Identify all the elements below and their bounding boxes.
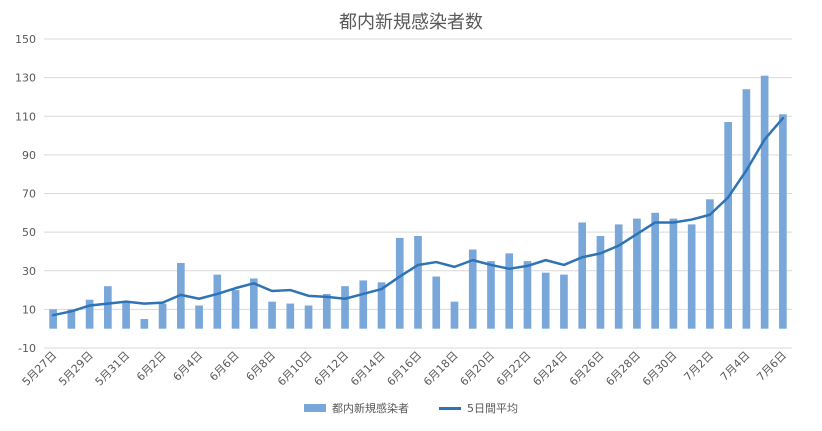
chart-title: 都内新規感染者数 <box>339 12 483 33</box>
y-tick-label: 70 <box>22 188 36 201</box>
x-tick-label: 6月2日 <box>134 349 169 384</box>
bar <box>742 89 751 329</box>
bar <box>195 305 203 329</box>
bar <box>541 272 550 329</box>
bar <box>122 301 130 329</box>
bar <box>505 253 514 329</box>
average-line <box>51 116 785 317</box>
x-tick-label: 7月6日 <box>754 349 789 384</box>
bar <box>341 286 349 329</box>
bar <box>651 212 660 329</box>
x-tick-label: 6月18日 <box>421 349 461 389</box>
bar <box>450 301 459 329</box>
bar <box>614 224 623 329</box>
bar <box>432 276 441 329</box>
legend-bar-swatch <box>304 404 326 412</box>
bar <box>85 299 94 329</box>
bar <box>268 301 276 329</box>
bar <box>760 75 769 329</box>
x-tick-label: 6月6日 <box>207 349 242 384</box>
bar <box>359 280 368 329</box>
legend-label-bars: 都内新規感染者 <box>332 402 409 415</box>
x-tick-label: 6月26日 <box>567 349 607 389</box>
legend-item-bars: 都内新規感染者 <box>304 400 409 416</box>
bar <box>523 261 532 329</box>
y-tick-label: 10 <box>22 303 36 316</box>
legend-label-line: 5日間平均 <box>467 402 518 415</box>
y-tick-label: -10 <box>18 342 36 355</box>
bar <box>706 199 714 329</box>
legend: 都内新規感染者 5日間平均 <box>0 400 822 416</box>
bar <box>395 237 404 329</box>
y-tick-label: 50 <box>22 226 36 239</box>
x-tick-label: 7月4日 <box>718 349 753 384</box>
bar <box>468 249 477 329</box>
y-tick-label: 30 <box>22 265 36 278</box>
x-tick-label: 6月22日 <box>494 349 534 389</box>
bar <box>104 286 112 329</box>
y-tick-label: 130 <box>15 72 36 85</box>
x-tick-label: 7月2日 <box>681 349 716 384</box>
x-tick-label: 6月14日 <box>348 349 388 389</box>
bar <box>633 218 641 329</box>
x-tick-label: 6月4日 <box>171 349 206 384</box>
x-tick-label: 6月30日 <box>640 349 680 389</box>
bar <box>779 114 787 329</box>
bar <box>213 274 222 329</box>
x-tick-label: 5月31日 <box>93 349 133 389</box>
bar <box>140 319 149 329</box>
x-tick-label: 6月12日 <box>312 349 352 389</box>
y-tick-label: 150 <box>15 33 36 46</box>
bar <box>578 222 587 329</box>
x-tick-label: 6月28日 <box>603 349 643 389</box>
bar <box>414 235 422 329</box>
bar <box>724 122 732 329</box>
bar <box>560 274 568 329</box>
x-tick-label: 6月16日 <box>385 349 425 389</box>
bar <box>158 303 167 329</box>
bar <box>596 235 605 329</box>
legend-item-line: 5日間平均 <box>439 400 518 416</box>
x-tick-label: 6月24日 <box>530 349 570 389</box>
bar <box>249 278 258 329</box>
x-tick-label: 6月20日 <box>457 349 497 389</box>
bar <box>669 218 678 329</box>
legend-line-swatch <box>439 406 461 410</box>
x-tick-label: 5月29日 <box>56 349 96 389</box>
x-tick-label: 6月10日 <box>275 349 315 389</box>
y-tick-label: 110 <box>15 110 36 123</box>
bar <box>322 293 331 329</box>
bar <box>286 303 295 329</box>
x-tick-label: 6月8日 <box>244 349 279 384</box>
bar <box>687 224 696 329</box>
bar <box>304 305 313 329</box>
bar <box>377 282 386 329</box>
bar <box>49 309 57 329</box>
bar <box>487 261 495 329</box>
bar <box>67 309 76 329</box>
y-tick-label: 90 <box>22 149 36 162</box>
bar <box>231 290 240 329</box>
